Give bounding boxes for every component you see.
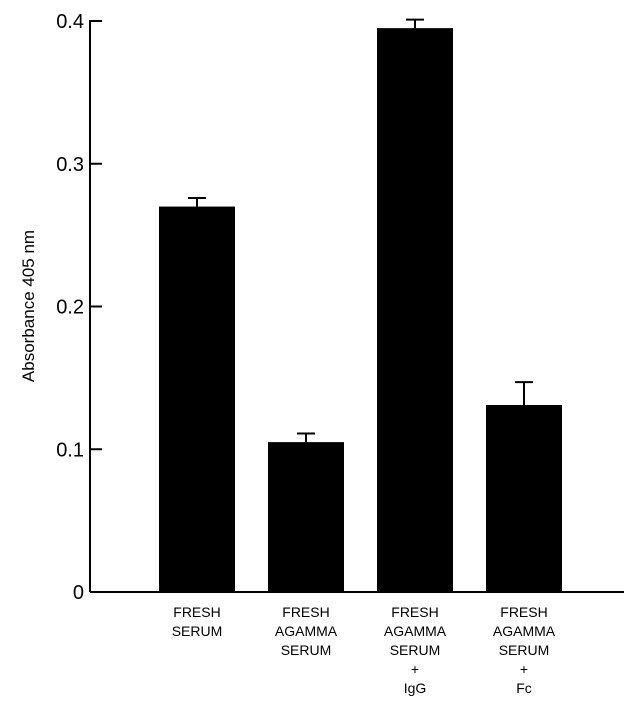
error-bar <box>515 381 533 405</box>
bar <box>486 404 562 592</box>
bar <box>377 28 453 592</box>
y-axis-title: Absorbance 405 nm <box>19 230 38 382</box>
y-tick-label: 0 <box>73 582 84 604</box>
x-category-label: FRESH AGAMMA SERUM + IgG <box>384 604 447 696</box>
error-bar <box>297 432 315 443</box>
error-bar <box>188 197 206 207</box>
x-category-label: FRESH SERUM <box>172 604 223 639</box>
y-tick-label: 0.4 <box>56 11 84 33</box>
y-tick-label: 0.1 <box>56 439 84 461</box>
y-tick-label: 0.2 <box>56 297 84 319</box>
bar <box>268 442 344 592</box>
bar <box>159 206 235 592</box>
y-tick-label: 0.3 <box>56 154 84 176</box>
x-category-label: FRESH AGAMMA SERUM <box>275 604 338 658</box>
x-category-label: FRESH AGAMMA SERUM + Fc <box>493 604 556 696</box>
error-bar <box>406 18 424 29</box>
